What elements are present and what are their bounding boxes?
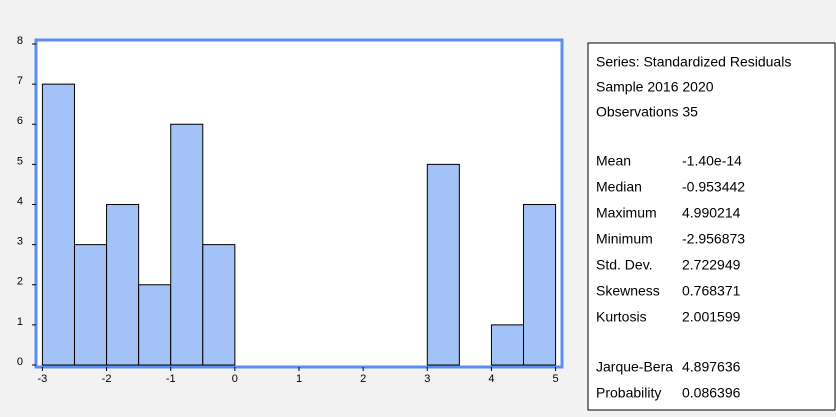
bar [138,284,172,366]
stat-value: 2.722949 [682,257,741,273]
x-tick-label: -2 [102,373,112,385]
stat-value: 4.990214 [682,205,741,221]
stat-value: 2.001599 [682,309,741,325]
x-tick-label: 2 [360,373,366,385]
stat-value: 0.768371 [682,283,741,299]
y-tick-label: 1 [17,316,23,328]
bar [523,204,557,366]
bar [170,123,204,366]
y-tick-label: 8 [17,35,23,47]
x-tick-label: 3 [424,373,430,385]
stat-label: Median [596,179,642,195]
stat-label: Maximum [596,205,657,221]
y-tick-label: 4 [17,195,23,207]
stats-panel [587,42,836,411]
bar [41,83,75,366]
bar [426,163,460,366]
bar [202,244,236,366]
bar [490,324,525,366]
stats-header: Observations 35 [596,104,698,120]
stat-label: Minimum [596,231,653,247]
x-tick-label: -3 [38,373,48,385]
stat-label: Skewness [596,283,660,299]
stat-label: Kurtosis [596,309,647,325]
y-tick-label: 5 [17,155,23,167]
stat-value: 4.897636 [682,359,741,375]
y-tick-label: 6 [17,115,23,127]
y-tick-label: 3 [17,236,23,248]
x-tick-label: 0 [232,373,238,385]
stat-value: -0.953442 [682,179,745,195]
x-tick-label: 1 [296,373,302,385]
stats-header: Sample 2016 2020 [596,79,714,95]
y-tick-label: 7 [17,75,23,87]
bar [106,204,140,366]
y-tick-label: 2 [17,276,23,288]
y-tick-label: 0 [17,356,23,368]
stat-label: Std. Dev. [596,257,653,273]
stat-label: Jarque-Bera [596,359,673,375]
bar [73,244,108,366]
stat-value: 0.086396 [682,385,741,401]
stat-value: -1.40e-14 [682,153,742,169]
x-tick-label: 4 [488,373,494,385]
stats-header: Series: Standardized Residuals [596,54,791,70]
stat-label: Probability [596,385,661,401]
x-tick-label: -1 [166,373,176,385]
stat-label: Mean [596,153,631,169]
stat-value: -2.956873 [682,231,745,247]
x-tick-label: 5 [553,373,559,385]
